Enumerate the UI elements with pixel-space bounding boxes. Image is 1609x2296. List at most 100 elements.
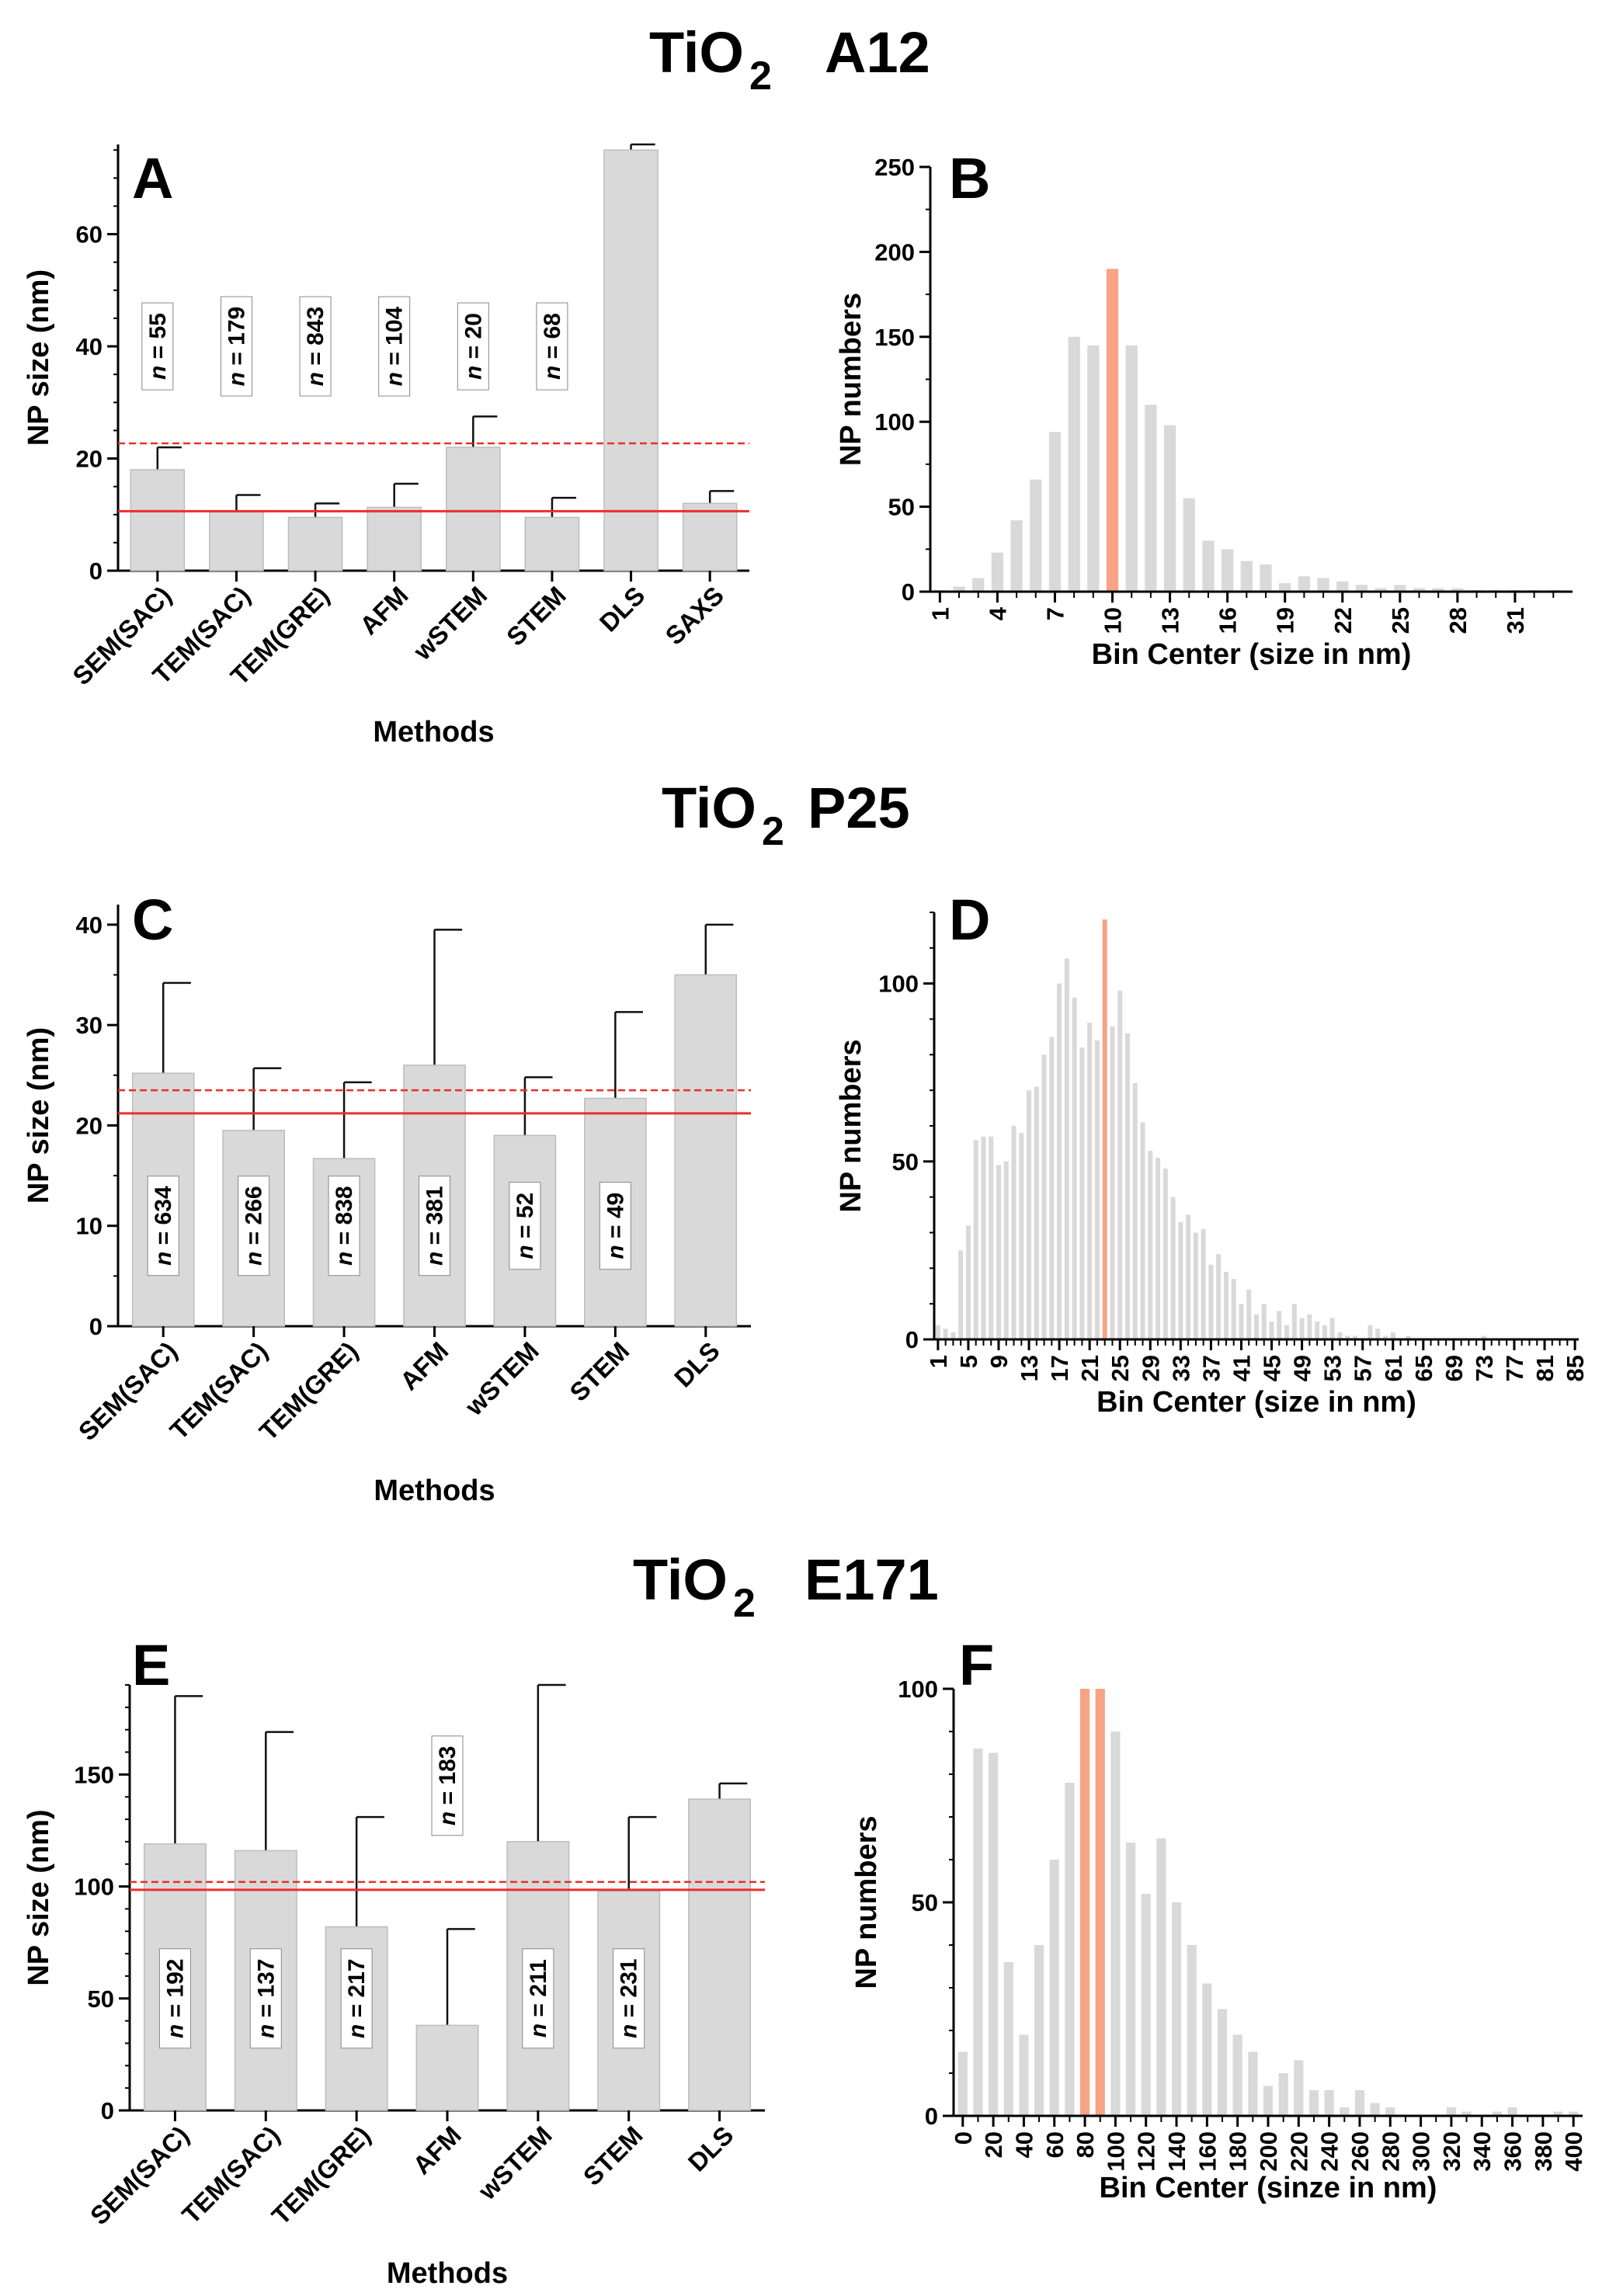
n-label-value: = 68: [540, 313, 565, 366]
bar: [1027, 1090, 1032, 1339]
n-label-value: = 20: [460, 313, 486, 366]
n-label-italic: n: [617, 2024, 642, 2038]
y-tick-label: 100: [898, 1676, 938, 1703]
category-label: SEM(SAC): [73, 1336, 183, 1447]
n-label: n = 211: [526, 1959, 551, 2037]
x-tick-label: 200: [1255, 2131, 1282, 2172]
y-axis-label: NP size (nm): [23, 1027, 55, 1204]
x-tick-label: 60: [1041, 2131, 1069, 2158]
x-tick-label: 16: [1215, 607, 1242, 634]
n-label: n = 20: [460, 313, 486, 380]
bar: [1221, 549, 1234, 592]
n-label-italic: n: [513, 1245, 538, 1259]
title-text: TiO: [662, 776, 756, 840]
bar: [1193, 1232, 1198, 1339]
x-tick-label: 220: [1285, 2131, 1312, 2172]
n-label-value: = 137: [253, 1959, 279, 2024]
y-tick-label: 150: [74, 1761, 114, 1788]
n-label: n = 217: [344, 1959, 370, 2039]
n-label-italic: n: [253, 2024, 279, 2038]
bar: [1481, 1336, 1486, 1339]
x-tick-label: 10: [1100, 607, 1127, 634]
bar: [1307, 1314, 1312, 1339]
bar: [1202, 540, 1215, 592]
n-label-value: = 179: [224, 307, 249, 372]
panel-b-histogram: 0 50 100 150 200 250 1 4 7 10 13 16 19 22 25 28 31 NP num…: [835, 146, 1573, 671]
n-label-box: [509, 1182, 541, 1270]
y-tick-label: 20: [76, 1112, 103, 1139]
x-axis-label: Bin Center (size in nm): [1096, 1386, 1416, 1419]
y-tick-label: 100: [874, 408, 915, 436]
section-title-p25: TiO 2 P25: [662, 776, 910, 854]
bar: [1187, 1945, 1197, 2116]
n-label: n = 838: [332, 1186, 357, 1266]
n-label-box: [457, 302, 489, 391]
bar: [1178, 1221, 1183, 1339]
bar: [1446, 2107, 1457, 2116]
x-tick-label: 28: [1444, 607, 1472, 634]
y-tick-label: 0: [101, 2097, 114, 2124]
x-tick-label: 57: [1350, 1355, 1377, 1381]
n-label-italic: n: [422, 1252, 448, 1266]
category-label: SEM(SAC): [85, 2121, 195, 2231]
bar: [1354, 2090, 1365, 2116]
bar: [981, 1136, 986, 1339]
n-label-value: = 838: [332, 1186, 357, 1251]
bar: [1355, 585, 1368, 592]
y-tick-label: 20: [76, 446, 103, 473]
x-tick-label: 21: [1076, 1355, 1103, 1381]
bar: [446, 446, 501, 571]
bar: [1269, 1322, 1274, 1339]
bar: [1068, 336, 1080, 592]
bar: [415, 2024, 479, 2111]
n-label-value: = 55: [145, 313, 171, 366]
bar: [1057, 983, 1062, 1339]
bar: [1507, 2107, 1517, 2116]
bar: [1492, 2111, 1502, 2116]
n-label-box: [328, 1176, 360, 1277]
n-label-value: = 211: [526, 1959, 551, 2023]
y-tick-label: 50: [888, 494, 915, 521]
y-tick-label: 0: [905, 1326, 919, 1353]
bar: [1394, 585, 1406, 592]
n-label-italic: n: [435, 1811, 460, 1825]
bar: [1337, 1332, 1343, 1339]
x-axis-label: Methods: [373, 716, 494, 749]
n-label-value: = 634: [151, 1186, 176, 1252]
n-label-italic: n: [603, 1245, 628, 1259]
y-tick-label: 100: [878, 971, 919, 998]
bar: [1019, 2034, 1029, 2116]
bar: [1336, 581, 1349, 592]
bar: [1308, 2090, 1319, 2116]
category-label: SAXS: [659, 581, 729, 651]
x-tick-label: 19: [1272, 607, 1299, 634]
n-label-italic: n: [344, 2024, 370, 2038]
bar: [1231, 1279, 1236, 1339]
n-label-box: [238, 1176, 270, 1277]
n-label-value: = 266: [242, 1186, 267, 1251]
highlighted-bar: [1079, 1689, 1090, 2116]
bar: [1019, 1133, 1024, 1339]
y-tick-label: 10: [76, 1213, 103, 1240]
category-label: wSTEM: [407, 581, 492, 666]
title-suffix: E171: [804, 1547, 939, 1612]
bar: [1569, 2111, 1579, 2116]
bar: [1170, 1197, 1176, 1339]
bar: [1461, 2111, 1472, 2116]
panel-letter: E: [132, 1633, 170, 1697]
bar: [1156, 1838, 1166, 2116]
x-tick-label: 69: [1440, 1355, 1468, 1381]
bar: [1141, 1894, 1151, 2116]
bar: [1352, 1336, 1357, 1339]
bar: [943, 1329, 948, 1339]
title-subscript: 2: [762, 809, 784, 854]
bar: [1451, 588, 1464, 592]
n-label-italic: n: [382, 372, 408, 386]
x-tick-label: 61: [1380, 1355, 1407, 1381]
bar: [688, 1798, 752, 2111]
n-label: n = 49: [603, 1193, 628, 1259]
category-label: STEM: [564, 1336, 634, 1407]
